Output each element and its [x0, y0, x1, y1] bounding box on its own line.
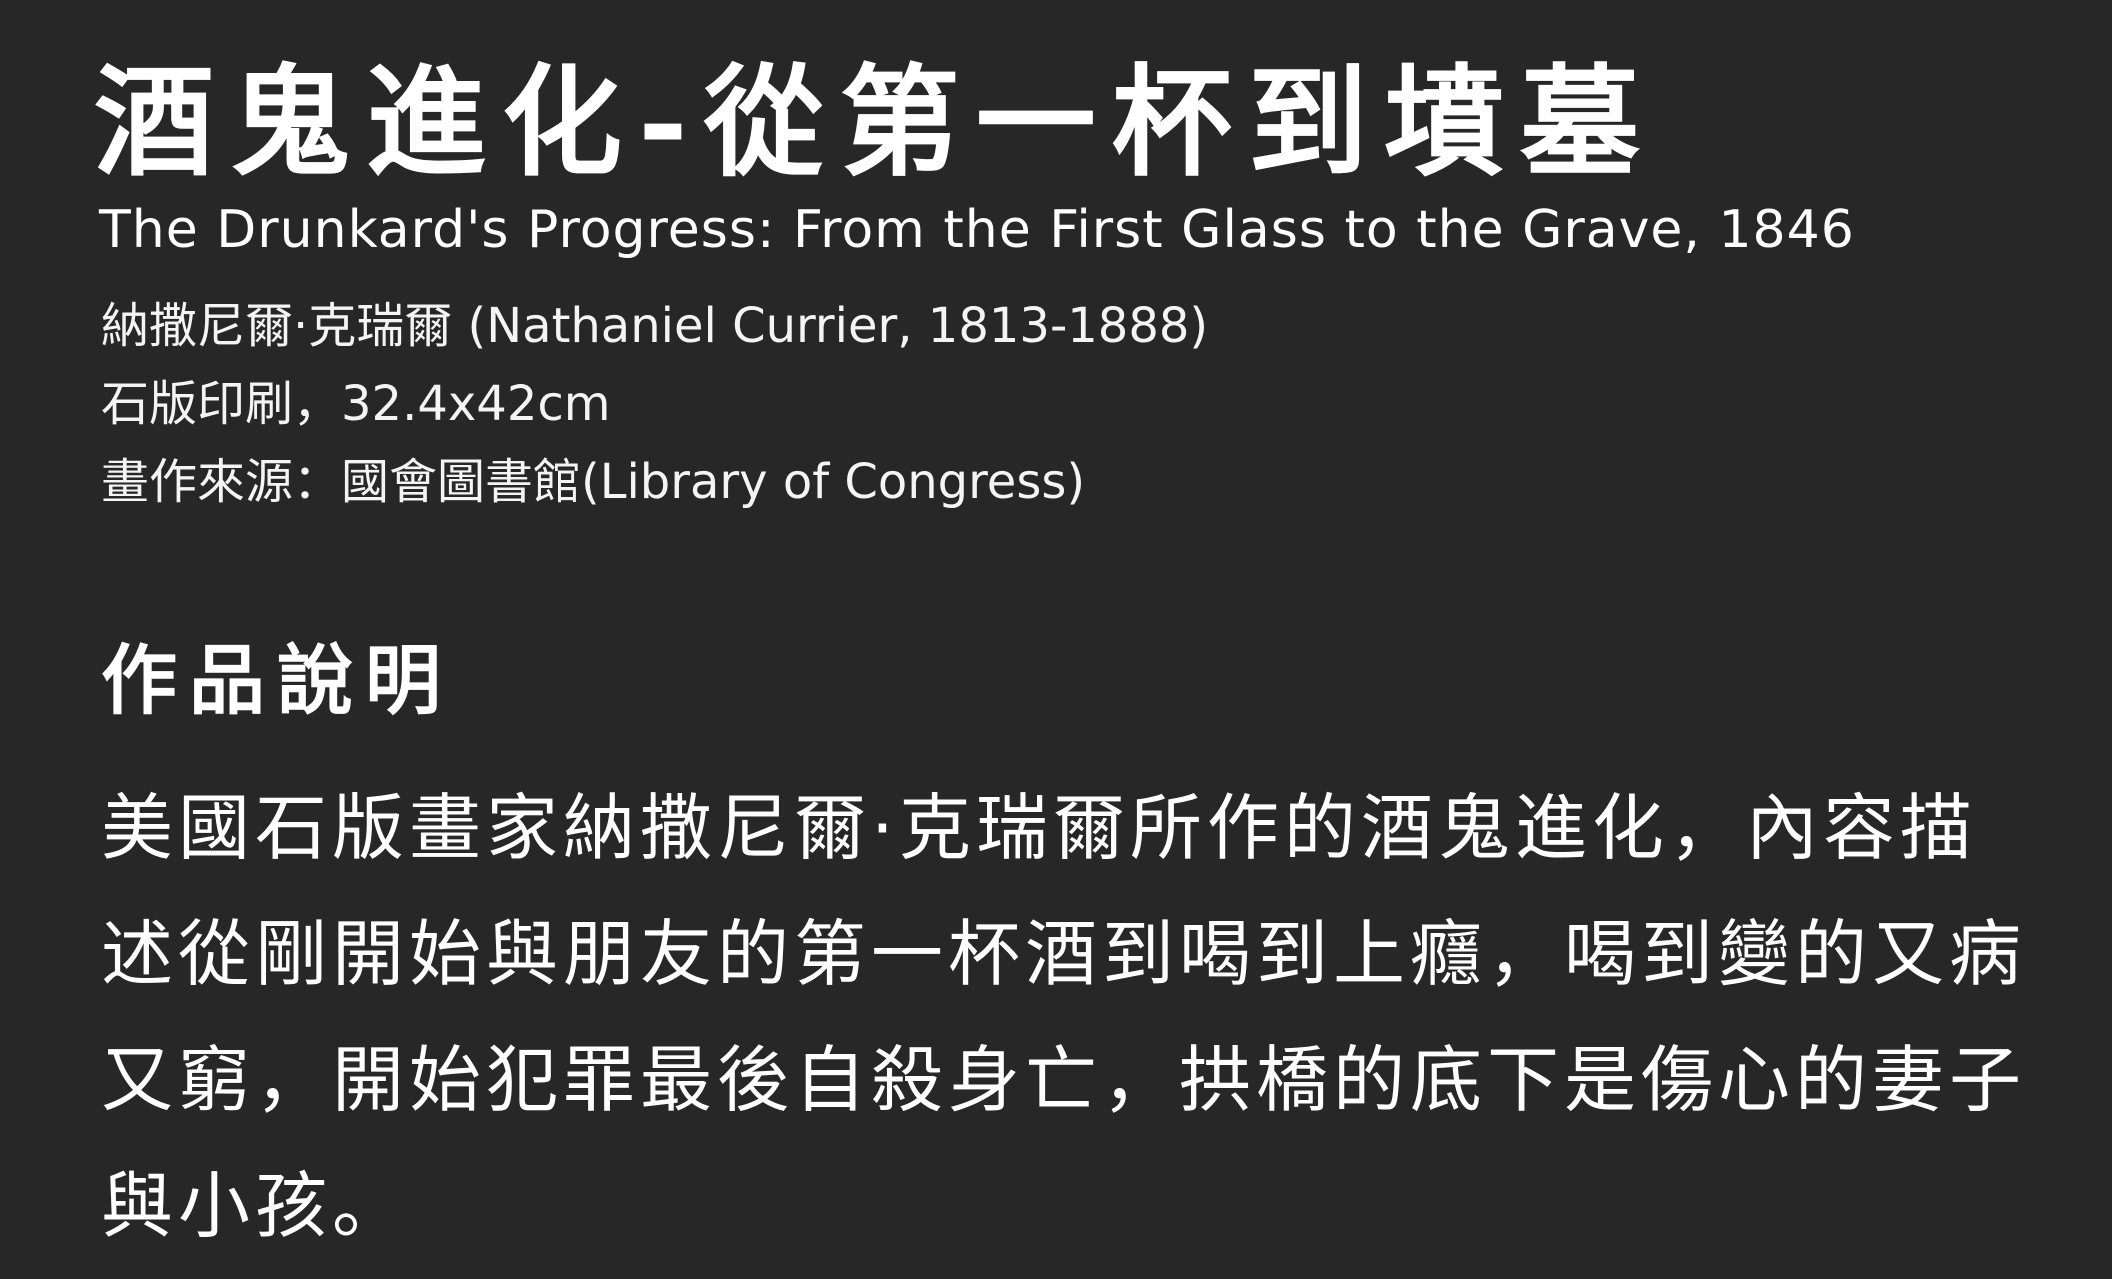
artwork-title-english: The Drunkard's Progress: From the First … — [99, 200, 1855, 260]
artwork-source: 畫作來源：國會圖書館(Library of Congress) — [101, 454, 1086, 510]
description-text: 美國石版畫家納撒尼爾·克瑞爾所作的酒鬼進化，內容描述從剛開始與朋友的第一杯酒到喝… — [101, 786, 2027, 1248]
artwork-medium-size: 石版印刷，32.4x42cm — [101, 376, 611, 432]
artwork-artist: 納撒尼爾·克瑞爾 (Nathaniel Currier, 1813-1888) — [101, 298, 1209, 354]
artwork-title-chinese: 酒鬼進化-從第一杯到墳墓 — [94, 52, 1656, 193]
description-heading: 作品說明 — [101, 636, 453, 725]
